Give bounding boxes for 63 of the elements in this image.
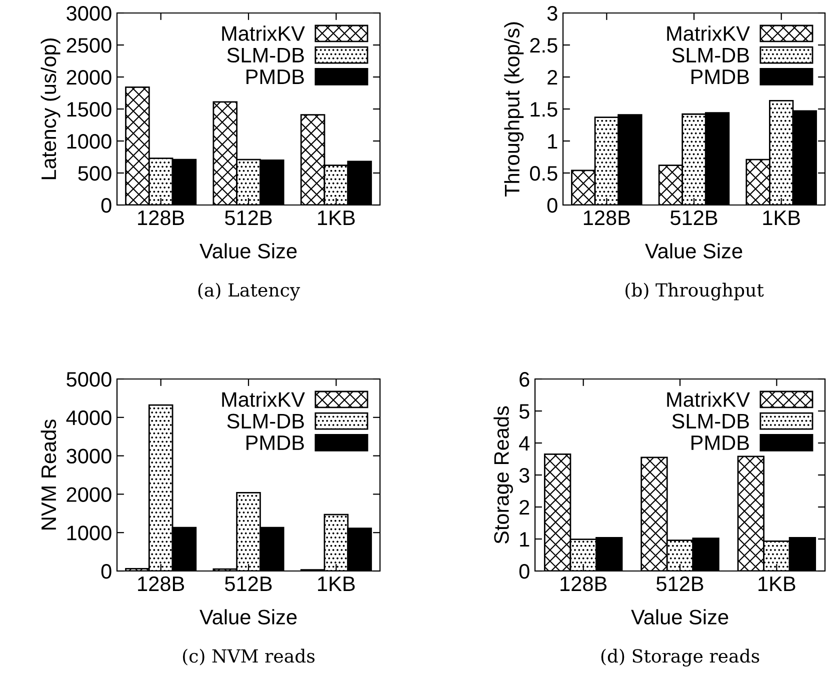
legend-label: SLM-DB (227, 414, 304, 429)
legend-label: SLM-DB (227, 48, 304, 63)
y-axis-title: Latency (us/op) (40, 38, 60, 180)
y-tick-label: 1.5 (530, 102, 558, 117)
y-tick-label: 3000 (66, 448, 112, 464)
y-tick-label: 1500 (67, 102, 112, 117)
x-tick-label: 128B (138, 576, 184, 592)
legend-label: PMDB (692, 70, 749, 84)
x-tick-label: 1KB (758, 576, 796, 591)
legend-label: MatrixKV (667, 26, 750, 41)
y-tick-label: 2000 (66, 70, 112, 85)
x-tick-label: 1KB (318, 576, 355, 591)
text: (c) NVM reads (182, 648, 315, 666)
x-tick-label: 512B (225, 210, 272, 226)
legend-label: SLM-DB (672, 48, 749, 63)
text: (d) Storage reads (601, 648, 760, 667)
y-tick-label: 1000 (67, 526, 112, 540)
x-tick-label: 1KB (318, 210, 355, 225)
y-tick-label: 2500 (66, 38, 112, 53)
y-axis-title: Throughput (kop/s) (504, 22, 524, 197)
y-tick-label: 4 (519, 436, 530, 451)
y-axis-title: NVM Reads (40, 420, 56, 530)
legend-label: PMDB (246, 436, 304, 450)
x-tick-label: 1KB (763, 210, 800, 225)
text: (a) Latency (198, 282, 300, 301)
y-tick-label: 2.5 (530, 38, 558, 53)
y-tick-label: 3 (519, 468, 530, 483)
text: (b) Throughput (626, 282, 764, 301)
legend-label: PMDB (692, 436, 749, 450)
x-axis-title: Value Size (645, 243, 742, 258)
y-tick-label: 1000 (67, 134, 112, 149)
y-tick-label: 3000 (66, 6, 112, 21)
y-tick-label: 5000 (66, 372, 112, 387)
y-tick-label: 0 (101, 198, 112, 213)
y-tick-label: 5 (519, 404, 530, 419)
x-tick-label: 512B (225, 576, 272, 592)
x-tick-label: 512B (656, 576, 704, 592)
y-tick-label: 2000 (66, 487, 112, 502)
x-axis-title: Value Size (200, 243, 297, 258)
x-axis-title: Value Size (200, 609, 297, 624)
x-tick-label: 512B (670, 210, 718, 226)
y-tick-label: 0 (101, 564, 112, 579)
y-tick-label: 2 (520, 500, 530, 515)
y-axis-title: Storage Reads (494, 406, 513, 544)
y-tick-label: 500 (78, 166, 112, 181)
y-tick-label: 1 (520, 532, 530, 547)
legend-label: PMDB (246, 70, 304, 84)
y-tick-label: 2 (548, 70, 558, 85)
legend-label: SLM-DB (672, 414, 749, 429)
x-tick-label: 128B (138, 210, 184, 226)
y-tick-label: 4000 (66, 410, 112, 426)
y-tick-label: 6 (520, 372, 530, 387)
y-tick-label: 3 (547, 6, 558, 21)
y-tick-label: 0 (519, 564, 530, 579)
legend-label: MatrixKV (667, 392, 750, 407)
x-tick-label: 128B (560, 576, 607, 592)
x-tick-label: 128B (584, 210, 630, 226)
legend-label: MatrixKV (222, 26, 305, 41)
y-tick-label: 1 (548, 134, 558, 149)
y-tick-label: 0.5 (530, 166, 558, 181)
x-axis-title: Value Size (631, 609, 728, 624)
y-tick-label: 0 (547, 198, 558, 213)
legend-label: MatrixKV (222, 392, 305, 407)
